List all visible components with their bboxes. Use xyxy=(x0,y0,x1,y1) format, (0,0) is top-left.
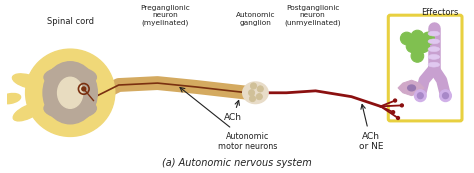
Circle shape xyxy=(82,87,86,91)
Ellipse shape xyxy=(12,74,43,88)
Circle shape xyxy=(248,90,255,96)
Ellipse shape xyxy=(43,62,97,124)
Circle shape xyxy=(443,93,448,99)
Circle shape xyxy=(392,111,394,114)
Text: Autonomic
motor neurons: Autonomic motor neurons xyxy=(180,88,277,151)
Text: ACh: ACh xyxy=(224,101,242,122)
Text: Autonomic
ganglion: Autonomic ganglion xyxy=(236,12,275,26)
Text: (a) Autonomic nervous system: (a) Autonomic nervous system xyxy=(162,158,312,169)
Ellipse shape xyxy=(428,39,440,44)
Ellipse shape xyxy=(26,49,115,136)
Ellipse shape xyxy=(44,98,96,119)
Circle shape xyxy=(401,32,413,45)
Ellipse shape xyxy=(57,77,83,108)
Ellipse shape xyxy=(44,67,96,88)
Circle shape xyxy=(418,93,423,99)
Circle shape xyxy=(411,30,424,43)
Ellipse shape xyxy=(0,93,20,104)
Circle shape xyxy=(440,90,451,102)
Ellipse shape xyxy=(428,31,440,36)
Circle shape xyxy=(414,90,426,102)
Circle shape xyxy=(393,99,397,102)
Circle shape xyxy=(249,95,255,102)
Circle shape xyxy=(417,40,429,53)
Circle shape xyxy=(250,83,256,89)
Text: Spinal cord: Spinal cord xyxy=(46,17,94,26)
Circle shape xyxy=(406,40,419,53)
Ellipse shape xyxy=(428,47,440,52)
Circle shape xyxy=(256,94,263,100)
Polygon shape xyxy=(398,80,424,96)
Ellipse shape xyxy=(408,85,415,91)
Ellipse shape xyxy=(428,54,440,59)
Text: ACh
or NE: ACh or NE xyxy=(359,104,383,151)
Ellipse shape xyxy=(243,82,268,103)
Text: Effectors: Effectors xyxy=(421,8,458,17)
Circle shape xyxy=(422,32,434,45)
Circle shape xyxy=(257,86,264,92)
Ellipse shape xyxy=(428,62,440,67)
Circle shape xyxy=(411,50,424,62)
Text: Postganglionic
neuron
(unmyelinated): Postganglionic neuron (unmyelinated) xyxy=(284,5,341,26)
Circle shape xyxy=(401,104,403,107)
Text: Preganglionic
neuron
(myelinated): Preganglionic neuron (myelinated) xyxy=(140,5,190,26)
Circle shape xyxy=(397,117,400,119)
Ellipse shape xyxy=(13,103,42,121)
